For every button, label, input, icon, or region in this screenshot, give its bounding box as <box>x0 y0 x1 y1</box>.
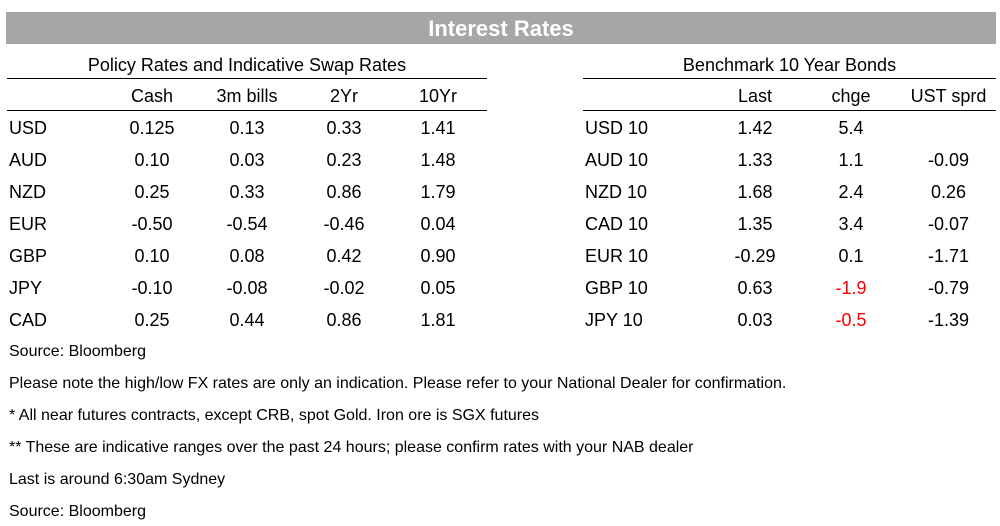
bonds-cell-chge: 2.4 <box>838 182 864 202</box>
policy-cell-2yr: 0.42 <box>326 246 362 266</box>
note-source-2: Source: Bloomberg <box>9 503 146 520</box>
bonds-cell-chge: 5.4 <box>838 118 864 138</box>
page-title: Interest Rates <box>6 12 996 44</box>
policy-cell-3m-bills: -0.54 <box>226 214 268 234</box>
bonds-cell-sprd: -0.09 <box>927 150 970 170</box>
policy-header-2yr: 2Yr <box>299 86 389 111</box>
note-indicative-ranges: ** These are indicative ranges over the … <box>9 439 694 456</box>
bonds-header-last: Last <box>709 86 801 111</box>
bonds-header-ust-sprd: UST sprd <box>901 86 996 111</box>
policy-cell-2yr: 0.33 <box>326 118 362 138</box>
bonds-cell-last: 1.33 <box>737 150 773 170</box>
bonds-cell-last: 0.63 <box>737 278 773 298</box>
policy-cell-3m-bills: 0.44 <box>229 310 265 330</box>
policy-cell-cash: 0.125 <box>129 118 175 138</box>
bonds-cell-sprd: -1.71 <box>927 246 970 266</box>
policy-cell-3m-bills: -0.08 <box>226 278 268 298</box>
bonds-row-label: CAD 10 <box>585 214 649 234</box>
policy-cell-2yr: -0.46 <box>323 214 365 234</box>
bonds-cell-sprd: -0.79 <box>927 278 970 298</box>
policy-cell-cash: 0.25 <box>134 182 170 202</box>
policy-cell-2yr: 0.86 <box>326 310 362 330</box>
bonds-cell-chge: 1.1 <box>838 150 864 170</box>
policy-cell-2yr: 0.23 <box>326 150 362 170</box>
policy-header-cash: Cash <box>109 86 195 111</box>
bonds-header-blank <box>583 86 709 111</box>
policy-row-label: GBP <box>9 246 48 266</box>
policy-cell-10yr: 0.04 <box>420 214 456 234</box>
bonds-row-label: EUR 10 <box>585 246 649 266</box>
bonds-cell-last: 1.35 <box>737 214 773 234</box>
policy-cell-3m-bills: 0.13 <box>229 118 265 138</box>
bonds-cell-sprd: 0.26 <box>930 182 967 202</box>
policy-cell-3m-bills: 0.33 <box>229 182 265 202</box>
bonds-cell-last: 0.03 <box>737 310 773 330</box>
policy-row-label: EUR <box>9 214 48 234</box>
bonds-cell-sprd: -0.07 <box>927 214 970 234</box>
policy-row-label: AUD <box>9 150 48 170</box>
policy-header-blank <box>7 86 109 111</box>
policy-row-label: CAD <box>9 310 48 330</box>
policy-cell-10yr: 0.90 <box>420 246 456 266</box>
policy-row-label: USD <box>9 118 48 138</box>
policy-cell-10yr: 1.81 <box>420 310 456 330</box>
policy-cell-3m-bills: 0.03 <box>229 150 265 170</box>
bonds-header-chge: chge <box>801 86 901 111</box>
bonds-cell-last: 1.42 <box>737 118 773 138</box>
note-source: Source: Bloomberg <box>9 343 146 360</box>
policy-row-label: JPY <box>9 278 43 298</box>
bonds-cell-chge: 3.4 <box>838 214 864 234</box>
bonds-row-label: AUD 10 <box>585 150 649 170</box>
policy-cell-cash: 0.10 <box>134 150 170 170</box>
bonds-section-title: Benchmark 10 Year Bonds <box>583 54 996 79</box>
bonds-row-label: GBP 10 <box>585 278 648 298</box>
bonds-cell-chge: 0.1 <box>838 246 864 266</box>
policy-header-10yr: 10Yr <box>389 86 487 111</box>
policy-cell-10yr: 1.41 <box>420 118 456 138</box>
policy-cell-cash: 0.25 <box>134 310 170 330</box>
policy-cell-2yr: -0.02 <box>323 278 365 298</box>
note-futures: * All near futures contracts, except CRB… <box>9 407 540 424</box>
policy-row-label: NZD <box>9 182 46 202</box>
policy-section-title: Policy Rates and Indicative Swap Rates <box>7 54 487 79</box>
bonds-cell-chge: -1.9 <box>835 278 867 298</box>
policy-header-3m-bills: 3m bills <box>195 86 299 111</box>
bonds-row-label: JPY 10 <box>585 310 643 330</box>
policy-cell-10yr: 1.79 <box>420 182 456 202</box>
bonds-row-label: NZD 10 <box>585 182 648 202</box>
bonds-cell-last: -0.29 <box>734 246 776 266</box>
note-fx-indication: Please note the high/low FX rates are on… <box>9 375 787 392</box>
bonds-cell-sprd: -1.39 <box>927 310 970 330</box>
policy-cell-10yr: 0.05 <box>420 278 456 298</box>
policy-cell-3m-bills: 0.08 <box>229 246 265 266</box>
bonds-cell-chge: -0.5 <box>835 310 867 330</box>
note-last-time: Last is around 6:30am Sydney <box>9 471 226 488</box>
bonds-cell-last: 1.68 <box>737 182 773 202</box>
policy-cell-cash: 0.10 <box>134 246 170 266</box>
policy-cell-cash: -0.50 <box>131 214 173 234</box>
policy-cell-10yr: 1.48 <box>420 150 456 170</box>
bonds-row-label: USD 10 <box>585 118 649 138</box>
policy-cell-2yr: 0.86 <box>326 182 362 202</box>
policy-cell-cash: -0.10 <box>131 278 173 298</box>
